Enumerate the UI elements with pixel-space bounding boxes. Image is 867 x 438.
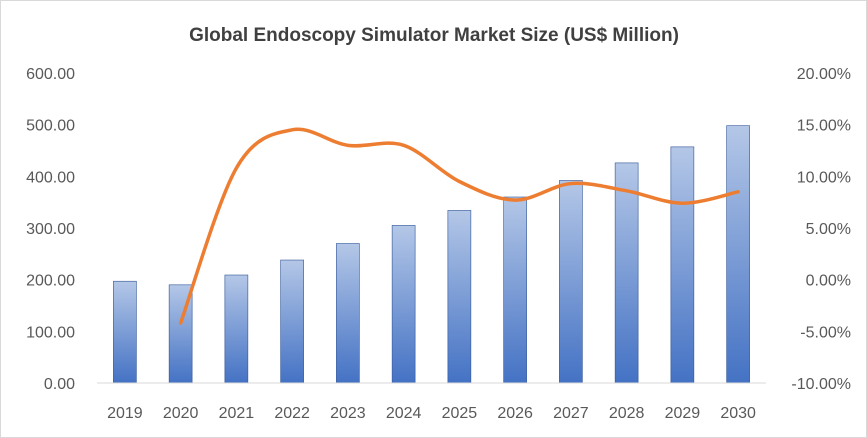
bar-series xyxy=(113,125,750,384)
chart-title: Global Endoscopy Simulator Market Size (… xyxy=(189,25,679,46)
left-y-tick-label: 100.00 xyxy=(26,324,75,341)
bar-2030 xyxy=(726,125,750,384)
right-y-tick-label: 15.00% xyxy=(797,118,851,135)
bar-2024 xyxy=(391,225,416,384)
x-tick-label: 2023 xyxy=(330,405,366,422)
right-y-tick-label: -5.00% xyxy=(800,324,851,341)
left-y-tick-label: 500.00 xyxy=(26,118,75,135)
left-y-tick-label: 300.00 xyxy=(26,221,75,238)
x-tick-label: 2019 xyxy=(107,405,143,422)
x-tick-label: 2027 xyxy=(553,405,589,422)
bar-2026 xyxy=(503,196,527,384)
right-y-tick-label: 5.00% xyxy=(806,221,851,238)
bar-2023 xyxy=(336,243,360,384)
left-y-tick-label: 200.00 xyxy=(26,273,75,290)
right-y-tick-label: 10.00% xyxy=(797,169,851,186)
bar-2027 xyxy=(559,180,583,384)
bar-2028 xyxy=(614,162,639,384)
left-y-tick-label: 400.00 xyxy=(26,169,75,186)
bar-2021 xyxy=(224,274,249,384)
x-tick-label: 2025 xyxy=(442,405,478,422)
x-axis: 2019 2020 2021 2022 2023 2024 2025 2026 2027 2028… xyxy=(107,405,756,422)
right-y-tick-label: 0.00% xyxy=(806,273,851,290)
bar-2029 xyxy=(670,146,695,384)
bar-2022 xyxy=(280,259,304,384)
right-y-axis: -10.00% -5.00% 0.00% 5.00% 10.00% 15.00% 20.00… xyxy=(791,66,851,393)
bar-2025 xyxy=(447,210,472,384)
left-y-tick-label: 0.00 xyxy=(44,376,75,393)
x-tick-label: 2021 xyxy=(219,405,255,422)
x-tick-label: 2029 xyxy=(665,405,701,422)
x-tick-label: 2020 xyxy=(163,405,199,422)
x-tick-label: 2026 xyxy=(497,405,533,422)
bar-2019 xyxy=(113,280,137,384)
right-y-tick-label: -10.00% xyxy=(791,376,851,393)
right-y-tick-label: 20.00% xyxy=(797,66,851,83)
left-y-axis: 0.00 100.00 200.00 300.00 400.00 500.00 600.00 xyxy=(26,66,75,393)
x-tick-label: 2028 xyxy=(609,405,645,422)
x-tick-label: 2024 xyxy=(386,405,422,422)
x-tick-label: 2022 xyxy=(274,405,310,422)
growth-rate-line xyxy=(178,127,740,325)
x-tick-label: 2030 xyxy=(720,405,756,422)
left-y-tick-label: 600.00 xyxy=(26,66,75,83)
